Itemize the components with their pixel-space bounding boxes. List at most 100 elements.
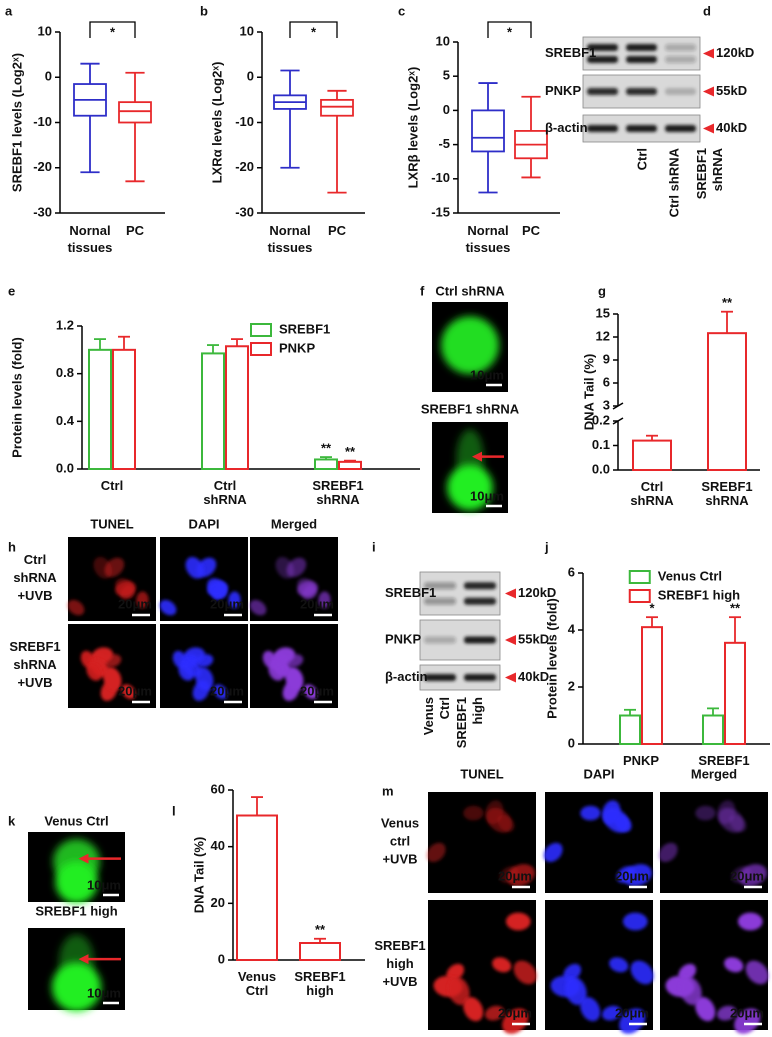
size-arrow xyxy=(505,672,516,683)
panel-label: j xyxy=(544,539,549,554)
row-label-line: +UVB xyxy=(17,675,52,690)
nucleus xyxy=(86,663,102,681)
scale-label: 20μm xyxy=(118,596,152,611)
blot-band xyxy=(464,674,496,681)
row-label-line: +UVB xyxy=(17,588,52,603)
bar xyxy=(112,348,136,471)
panel-label: c xyxy=(398,3,405,18)
comet-head xyxy=(51,962,102,1012)
significance: ** xyxy=(722,295,733,310)
nucleus xyxy=(695,997,716,1022)
y-tick-label: 10 xyxy=(436,33,450,48)
significance-bracket xyxy=(487,21,532,38)
y-axis-title: Protein levels (fold) xyxy=(9,337,24,458)
blot-band xyxy=(587,44,618,52)
nucleus xyxy=(492,957,512,973)
x-tick-label-line: tissues xyxy=(268,240,313,255)
row-label-line: ctrl xyxy=(390,834,410,849)
lane-label: SREBF1high xyxy=(454,697,485,748)
nucleus xyxy=(724,957,744,973)
bar xyxy=(201,352,225,470)
y-tick-label: -20 xyxy=(33,159,52,174)
nucleus xyxy=(115,580,136,597)
y-tick-label: 1.2 xyxy=(56,317,74,332)
blot-band xyxy=(424,674,456,681)
size-arrow xyxy=(703,123,714,134)
legend-swatch xyxy=(250,323,272,337)
nucleus xyxy=(486,807,513,833)
blot-band xyxy=(665,125,696,132)
nucleus xyxy=(463,997,484,1022)
nucleus xyxy=(502,1008,529,1034)
scale-label: 20μm xyxy=(615,868,649,883)
scale-label: 20μm xyxy=(118,683,152,698)
nucleus xyxy=(745,960,769,985)
y-tick-label: -10 xyxy=(431,170,450,185)
x-tick-label-line: SREBF1 xyxy=(312,478,363,493)
y-tick-label: 0.4 xyxy=(56,413,75,428)
column-header: Merged xyxy=(271,516,317,531)
y-tick-label: 6 xyxy=(568,564,575,579)
lane-label-line: SREBF1 xyxy=(454,697,469,748)
nucleus xyxy=(249,599,267,616)
comet-head xyxy=(441,316,499,375)
y-tick-label: 12 xyxy=(596,328,610,343)
size-label: 120kD xyxy=(518,585,556,600)
x-tick-label-line: Ctrl xyxy=(214,478,236,493)
blot-band xyxy=(587,88,618,95)
legend-swatch xyxy=(628,570,651,584)
x-tick-label-line: SREBF1 xyxy=(701,479,752,494)
scale-label: 20μm xyxy=(210,596,244,611)
x-tick-label: Ctrl shRNA xyxy=(630,479,674,508)
y-tick-label: -15 xyxy=(431,204,450,219)
nucleus xyxy=(658,842,678,863)
y-tick-label: -30 xyxy=(33,204,52,219)
nucleus xyxy=(185,556,205,579)
column-header: TUNEL xyxy=(90,516,133,531)
row-label: SREBF1 shRNA +UVB xyxy=(9,639,60,690)
y-tick-label: -10 xyxy=(33,114,52,129)
lane-label-line: high xyxy=(470,697,485,724)
pointer-arrow-head xyxy=(78,853,89,864)
row-label-line: SREBF1 xyxy=(9,639,60,654)
y-tick-label: 6 xyxy=(603,374,610,389)
blot-strip xyxy=(419,571,501,616)
scale-label: 20μm xyxy=(730,1005,764,1020)
y-tick-label: 2 xyxy=(568,678,575,693)
nucleus xyxy=(195,667,214,691)
x-tick-label-line: Venus xyxy=(238,969,276,984)
bar xyxy=(225,345,249,470)
scale-label: 20μm xyxy=(498,868,532,883)
nucleus xyxy=(679,976,702,1006)
nucleus xyxy=(609,957,629,973)
y-tick-label: -5 xyxy=(438,136,450,151)
significance: ** xyxy=(315,922,326,937)
y-tick-label: 3 xyxy=(603,397,610,412)
x-tick-label: PNKP xyxy=(623,753,659,768)
x-tick-label-line: Nornal xyxy=(269,223,310,238)
y-tick-label: 0.0 xyxy=(56,460,74,475)
row-label-line: +UVB xyxy=(382,852,417,867)
row-label-line: Ctrl xyxy=(24,552,46,567)
x-tick-label: Nornal tissues xyxy=(268,223,313,255)
panel-label: f xyxy=(420,283,425,298)
scale-label: 10μm xyxy=(87,877,121,892)
size-arrow xyxy=(703,86,714,97)
significance: * xyxy=(649,601,655,616)
y-axis-title: LXRα levels (Log2ˣ) xyxy=(209,62,224,184)
box xyxy=(118,101,152,124)
nucleus xyxy=(93,556,113,579)
panel-label: d xyxy=(703,3,711,18)
x-tick-label: PC xyxy=(328,223,347,238)
y-tick-label: 40 xyxy=(211,838,225,853)
nucleus xyxy=(178,663,194,681)
significance-bracket xyxy=(89,21,136,38)
box xyxy=(320,98,354,117)
legend-label: Venus Ctrl xyxy=(658,568,722,583)
y-tick-label: 0.2 xyxy=(592,412,610,427)
nucleus xyxy=(207,580,228,597)
column-header: DAPI xyxy=(188,516,219,531)
significance: * xyxy=(507,24,513,39)
legend-label: PNKP xyxy=(279,340,315,355)
panel-label: e xyxy=(8,283,15,298)
